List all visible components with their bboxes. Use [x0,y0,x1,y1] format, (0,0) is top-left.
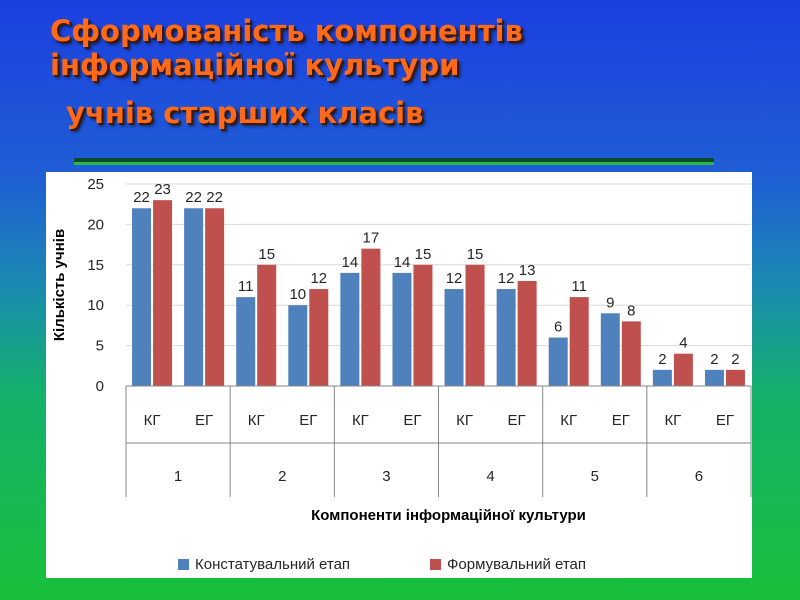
bar [153,200,173,386]
bar [621,321,641,386]
bar [444,289,464,386]
y-tick-label: 5 [96,338,104,355]
data-label: 15 [258,246,275,263]
x-group-label: 1 [174,468,182,485]
chart-area: 22 22 11 10 14 14 12 12 6 9 2 2 23 22 15 12 17 15 15 13 11 8 4… [46,172,752,578]
x-subcategory-label: ЕГ [508,412,526,429]
data-label: 14 [394,254,411,271]
bar [257,264,277,386]
presentation-icon [605,537,641,570]
y-tick-label: 0 [96,378,104,395]
legend-label: Констатувальний етап [195,556,350,573]
x-axis-title: Компоненти інформаційної культури [311,507,586,524]
x-subcategory-label: КГ [560,412,577,429]
x-subcategory-label: КГ [248,412,265,429]
data-label: 17 [363,230,380,247]
data-label: 11 [571,278,587,295]
bar [465,264,485,386]
y-tick-label: 25 [87,176,104,193]
data-label: 6 [554,319,562,336]
data-label: 22 [185,189,202,206]
y-tick-label: 20 [87,216,104,233]
bar [132,208,152,386]
x-subcategory-label: ЕГ [716,412,734,429]
x-subcategory-label: ЕГ [195,412,213,429]
data-label: 9 [606,294,614,311]
y-axis-title: Кількість учнів [51,229,68,341]
data-label: 11 [238,278,254,295]
bar [236,297,256,386]
bar [340,272,360,386]
bar [496,289,516,386]
x-group-label: 6 [695,468,703,485]
bar [184,208,204,386]
data-label: 12 [498,270,515,287]
legend-swatch [178,559,189,570]
slide-title-line-1: Сформованість компонентів [50,14,523,48]
data-label: 2 [731,351,739,368]
legend: Констатувальний етап Формувальний етап [178,556,586,573]
legend-label: Формувальний етап [447,556,586,573]
x-subcategory-label: КГ [664,412,681,429]
x-subcategory-label: ЕГ [612,412,630,429]
bar [548,337,568,386]
watermark-text: Shared [647,536,738,567]
bar [600,313,620,386]
shared-watermark: Shared [605,536,737,570]
bars [132,200,745,386]
data-label: 12 [446,270,463,287]
data-label: 22 [206,189,223,206]
data-label: 13 [519,262,536,279]
x-group-label: 5 [591,468,599,485]
data-label: 2 [710,351,718,368]
x-subcategory-label: КГ [352,412,369,429]
bar [392,272,412,386]
slide-title-line-2: інформаційної культури [50,48,460,82]
bar [361,248,381,386]
title-underline-dark [74,158,714,162]
bar [569,297,589,386]
x-subcategory-label: КГ [144,412,161,429]
data-label: 4 [679,335,687,352]
data-label: 8 [627,302,635,319]
title-underline-green [74,162,714,165]
x-subcategory-label: КГ [456,412,473,429]
bar [205,208,225,386]
x-group-label: 2 [278,468,286,485]
data-label: 22 [133,189,150,206]
legend-swatch [430,559,441,570]
data-label: 23 [154,181,171,198]
x-group-label: 3 [382,468,390,485]
x-subcategory-label: ЕГ [403,412,421,429]
slide-title: Сформованість компонентів інформаційної … [50,14,750,130]
data-label: 15 [467,246,484,263]
y-tick-label: 10 [87,297,104,314]
bar [652,369,672,386]
bar [673,353,693,386]
x-subcategory-label: ЕГ [299,412,317,429]
y-tick-label: 15 [87,257,104,274]
data-label: 14 [342,254,359,271]
bar [288,305,308,386]
bar [517,280,537,386]
data-label: 2 [658,351,666,368]
bar [704,369,724,386]
x-group-label: 4 [486,468,494,485]
bar [725,369,745,386]
bar [413,264,433,386]
data-label: 10 [289,286,306,303]
bar [309,289,329,386]
data-label: 12 [310,270,327,287]
data-label: 15 [415,246,432,263]
slide-title-line-3: учнів старших класів [66,96,424,130]
